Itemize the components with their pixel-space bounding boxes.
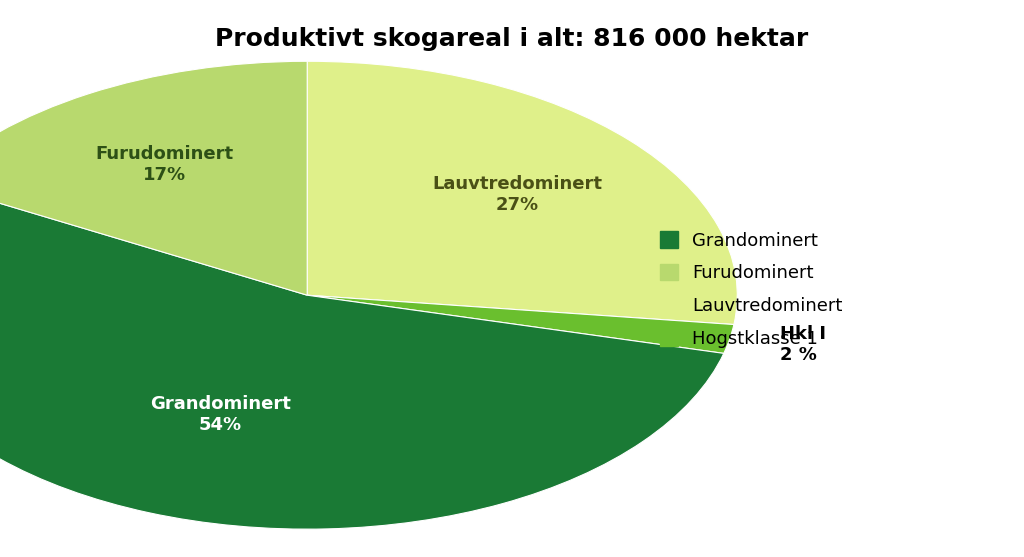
Text: Furudominert
17%: Furudominert 17% xyxy=(96,145,233,184)
Legend: Grandominert, Furudominert, Lauvtredominert, Hogstklasse 1: Grandominert, Furudominert, Lauvtredomin… xyxy=(654,226,848,353)
Text: Grandominert
54%: Grandominert 54% xyxy=(150,395,291,434)
Text: Produktivt skogareal i alt: 816 000 hektar: Produktivt skogareal i alt: 816 000 hekt… xyxy=(215,27,809,51)
Text: Lauvtredominert
27%: Lauvtredominert 27% xyxy=(432,175,602,214)
Wedge shape xyxy=(307,61,737,325)
Text: Hkl I
2 %: Hkl I 2 % xyxy=(780,325,826,364)
Wedge shape xyxy=(0,61,307,295)
Wedge shape xyxy=(0,183,724,529)
Wedge shape xyxy=(307,295,734,353)
